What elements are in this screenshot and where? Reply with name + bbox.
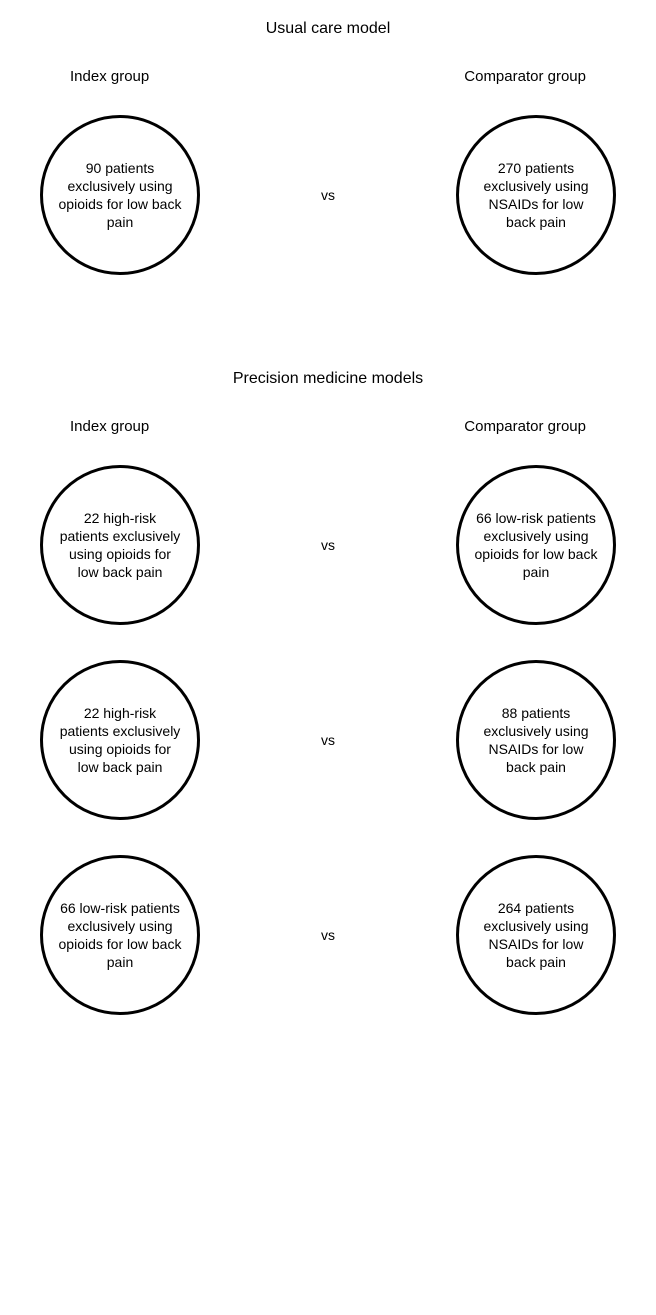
comparison-row: 22 high-risk patients exclusively using … (30, 660, 626, 820)
group-labels-row: Index group Comparator group (30, 68, 626, 85)
section-title: Precision medicine models (30, 370, 626, 388)
section-title: Usual care model (30, 20, 626, 38)
index-group-label: Index group (70, 68, 149, 85)
vs-label: vs (321, 537, 335, 553)
index-circle: 66 low-risk patients exclusively using o… (40, 855, 200, 1015)
comparison-row: 22 high-risk patients exclusively using … (30, 465, 626, 625)
index-circle: 90 patients exclusively using opioids fo… (40, 115, 200, 275)
index-circle: 22 high-risk patients exclusively using … (40, 465, 200, 625)
comparator-circle: 88 patients exclusively using NSAIDs for… (456, 660, 616, 820)
comparator-circle: 264 patients exclusively using NSAIDs fo… (456, 855, 616, 1015)
vs-label: vs (321, 187, 335, 203)
index-circle: 22 high-risk patients exclusively using … (40, 660, 200, 820)
comparator-circle: 66 low-risk patients exclusively using o… (456, 465, 616, 625)
section-usual-care: Usual care model Index group Comparator … (30, 20, 626, 275)
comparison-row: 66 low-risk patients exclusively using o… (30, 855, 626, 1015)
comparator-circle: 270 patients exclusively using NSAIDs fo… (456, 115, 616, 275)
group-labels-row: Index group Comparator group (30, 418, 626, 435)
comparator-group-label: Comparator group (464, 418, 586, 435)
index-group-label: Index group (70, 418, 149, 435)
comparator-group-label: Comparator group (464, 68, 586, 85)
section-precision-medicine: Precision medicine models Index group Co… (30, 370, 626, 1015)
vs-label: vs (321, 927, 335, 943)
section-spacer (30, 310, 626, 370)
vs-label: vs (321, 732, 335, 748)
comparison-row: 90 patients exclusively using opioids fo… (30, 115, 626, 275)
